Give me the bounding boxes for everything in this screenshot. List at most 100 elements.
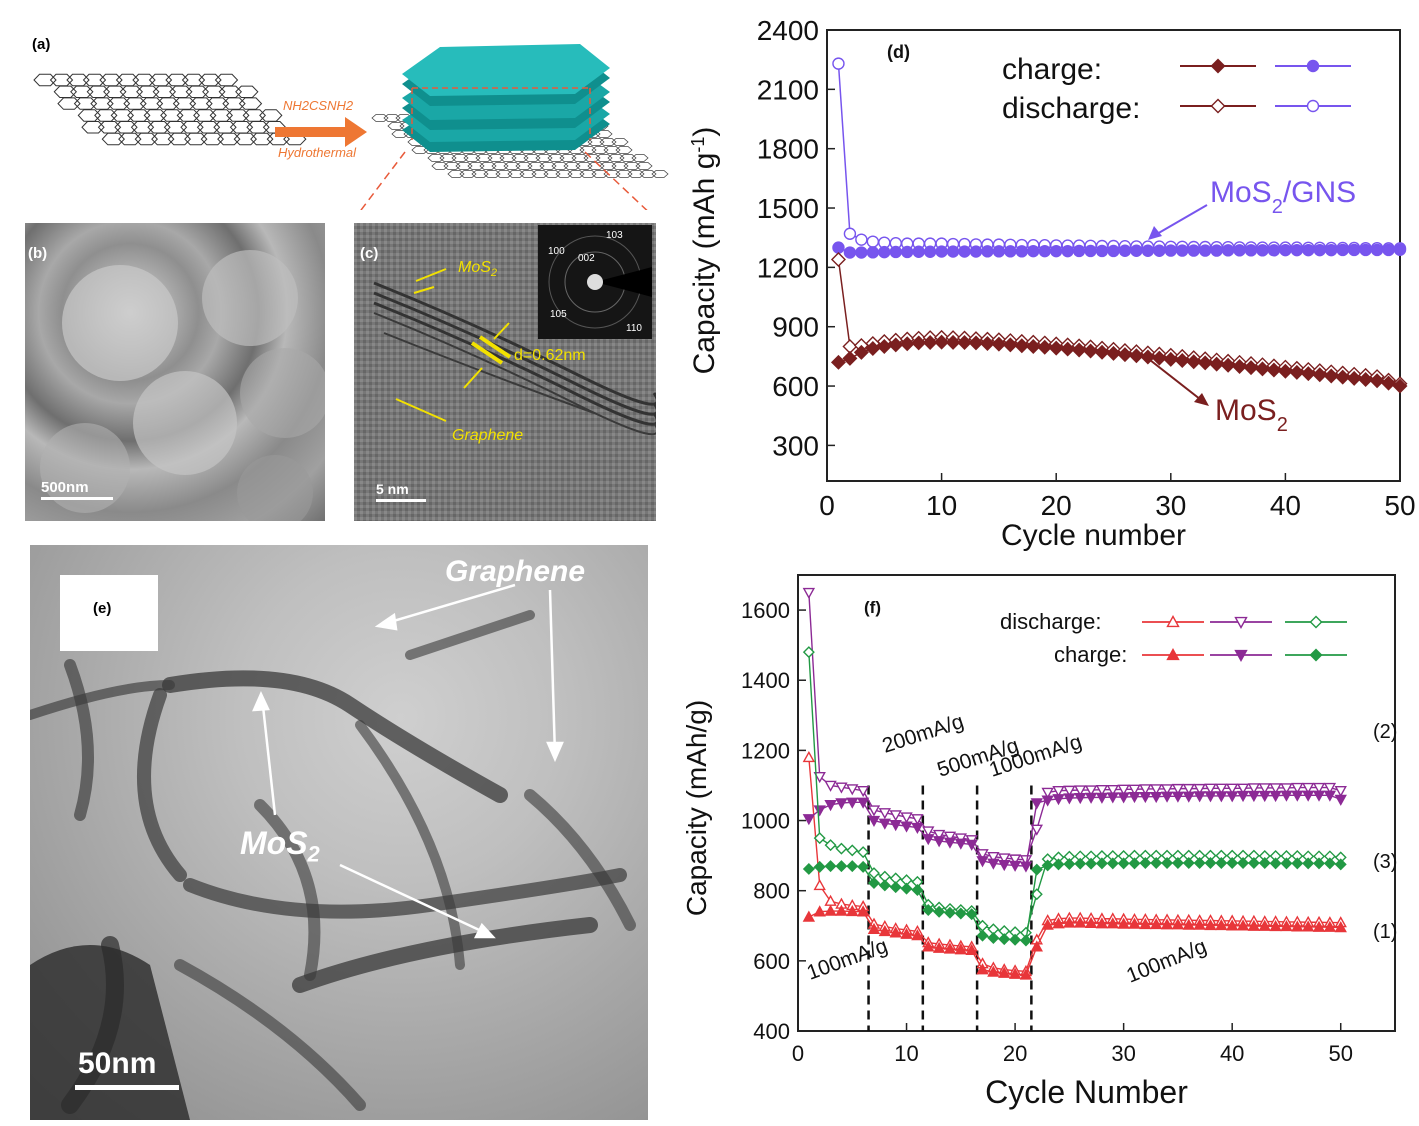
chart-f-point: [1334, 794, 1347, 806]
chart-d-point: [1279, 243, 1292, 257]
chart-f-xtick-label: 10: [894, 1041, 918, 1066]
chart-d-point: [1095, 244, 1109, 258]
chart-f-point: [846, 860, 859, 873]
chart-d-point: [969, 245, 983, 258]
chart-f-point: [922, 903, 935, 916]
panel-e-label-box: [60, 575, 158, 651]
chart-f-point: [1258, 919, 1271, 931]
chart-f-point: [824, 800, 837, 812]
chart-d-point: [1392, 378, 1408, 394]
chart-f-point: [1139, 917, 1152, 930]
chart-f-point: [1063, 858, 1076, 871]
chart-f-point: [802, 750, 816, 763]
chart-d-point: [923, 245, 937, 258]
chart-f-point: [954, 838, 968, 850]
chart-f-svg: 0 10 20 30 40 50 400 600 800 1000 1200 1400 1600 Cycl…: [681, 574, 1397, 1110]
chart-d-point: [1232, 358, 1248, 374]
chart-f-point: [802, 646, 815, 659]
chart-f-point: [933, 905, 946, 918]
zoom-line-right: [584, 151, 648, 210]
chart-f-point: [1215, 856, 1228, 869]
chart-f-point: [1008, 854, 1022, 866]
chart-f-point: [813, 878, 826, 891]
chart-f-point: [1117, 857, 1130, 870]
chart-d-point: [1325, 243, 1338, 257]
chart-f-point: [1008, 860, 1022, 872]
chart-f-frame: [797, 574, 1396, 1032]
chart-f-point: [1193, 791, 1206, 803]
chart-f-point: [1150, 791, 1163, 804]
process-text: Hydrothermal: [278, 145, 357, 160]
chart-d-point: [1358, 372, 1374, 388]
chart-f-point: [1237, 856, 1250, 869]
chart-d-point: [855, 246, 868, 259]
chart-d-point: [1037, 339, 1053, 355]
chart-f-point: [1009, 933, 1022, 946]
chart-d-point: [843, 227, 857, 240]
chart-d-point: [1267, 244, 1281, 257]
chart-d-point: [843, 246, 857, 259]
chart-f-point: [1236, 783, 1250, 795]
chart-d-point: [1164, 244, 1177, 257]
chart-f-xtick-label: 30: [1111, 1041, 1135, 1066]
panel-e-label: (e): [93, 600, 112, 617]
chart-d-point: [1347, 243, 1361, 257]
chart-d-ytick-label: 300: [772, 430, 819, 461]
chart-d-point: [889, 245, 902, 259]
chart-f-point: [813, 860, 826, 873]
chart-f-point: [998, 966, 1011, 978]
chart-f-point: [1084, 792, 1098, 804]
panel-e-graphene-label: Graphene: [445, 555, 586, 588]
chart-f-point: [1334, 858, 1347, 871]
chart-d-point: [1176, 244, 1189, 257]
chart-f-xtick-label: 50: [1328, 1041, 1352, 1066]
chart-f-xtick-label: 40: [1220, 1041, 1244, 1066]
chart-f-point: [1258, 783, 1271, 795]
chart-f-point: [1139, 784, 1152, 796]
chart-f-point: [1225, 783, 1239, 795]
chart-d-point: [1346, 370, 1362, 386]
chart-d-point: [1117, 347, 1133, 363]
chart-d-point: [1254, 361, 1270, 377]
chart-f-point: [900, 927, 913, 939]
chart-f-point: [835, 782, 848, 794]
chart-d-point: [1004, 245, 1017, 258]
chart-f-curve-label: (1): [1373, 921, 1397, 943]
chart-f-point: [1084, 916, 1098, 929]
chart-f-point: [1052, 858, 1065, 871]
chart-f-point: [998, 860, 1011, 872]
zoom-line-left: [360, 151, 406, 210]
panel-f-chart: 0 10 20 30 40 50 400 600 800 1000 1200 1400 1600 Cycl…: [680, 565, 1419, 1121]
chart-f-point: [813, 832, 826, 845]
chart-f-point: [1323, 920, 1337, 932]
chart-f-point: [1291, 782, 1304, 795]
chart-f-point: [976, 963, 989, 975]
chart-f-point: [1302, 857, 1315, 870]
chart-d-point: [830, 354, 846, 370]
chart-d-point: [1359, 243, 1372, 257]
chart-d-point: [1335, 369, 1351, 385]
chart-f-point: [1215, 918, 1228, 931]
chart-f-point: [1019, 934, 1032, 947]
chart-f-xtick-label: 0: [792, 1041, 804, 1066]
chart-f-point: [1041, 918, 1054, 930]
panel-e-scale-text: 50nm: [78, 1047, 157, 1080]
chart-f-series-line: [808, 910, 1341, 976]
chart-f-point: [900, 821, 913, 833]
panel-b-scale-text: 500nm: [41, 479, 89, 496]
chart-d-point: [1141, 244, 1155, 257]
chart-f-point: [846, 784, 859, 796]
panel-b-label: (b): [28, 245, 48, 262]
chart-f-point: [1301, 782, 1315, 795]
chart-d-xtick-label: 20: [1041, 490, 1072, 521]
chart-d-ytick-label: 600: [772, 371, 819, 402]
saed-103: 103: [606, 230, 623, 241]
chart-d-point: [878, 245, 891, 259]
chart-d-point: [1002, 337, 1018, 353]
chart-f-point: [1128, 784, 1141, 796]
chart-d-point: [1290, 243, 1304, 257]
chart-f-point: [943, 906, 956, 919]
chart-f-legend-marker: [1234, 649, 1248, 662]
chart-f-point: [1030, 863, 1043, 876]
chart-d-legend-marker: [1306, 59, 1320, 73]
